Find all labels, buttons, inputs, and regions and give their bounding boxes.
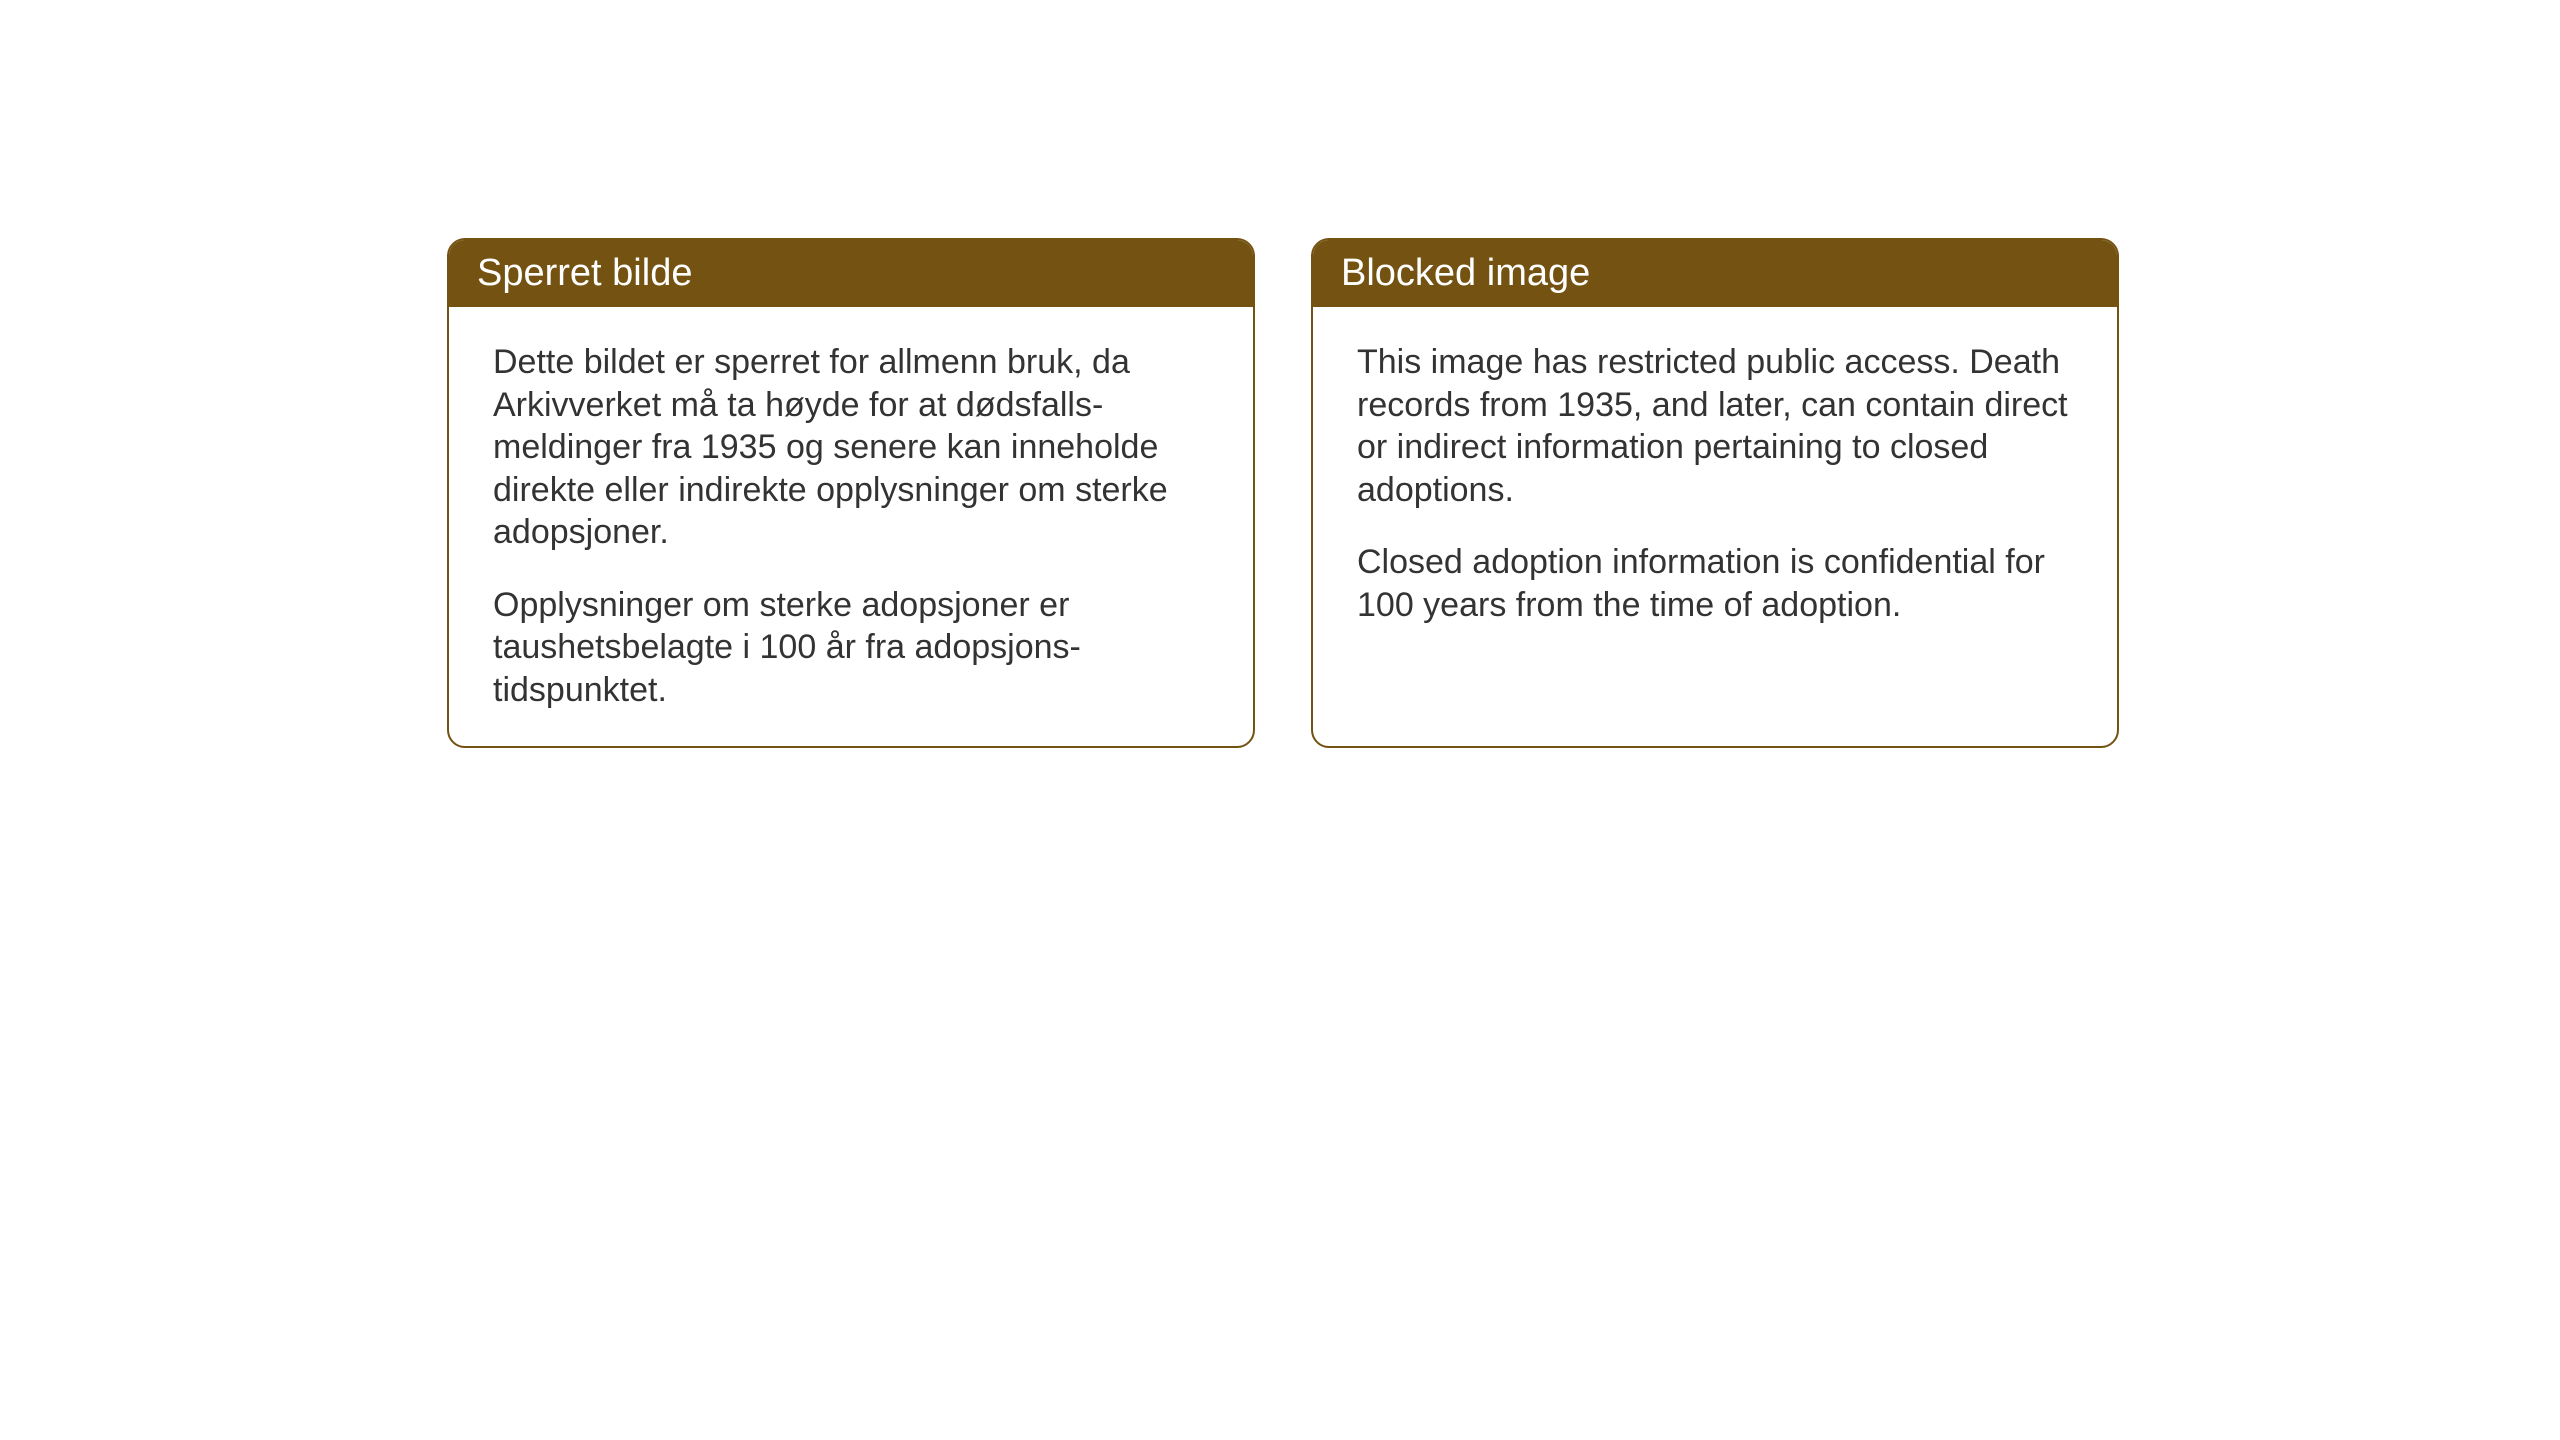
norwegian-paragraph-1: Dette bildet er sperret for allmenn bruk…: [493, 341, 1209, 554]
english-paragraph-2: Closed adoption information is confident…: [1357, 541, 2073, 626]
english-card-title: Blocked image: [1313, 240, 2117, 307]
norwegian-notice-card: Sperret bilde Dette bildet er sperret fo…: [447, 238, 1255, 748]
english-card-body: This image has restricted public access.…: [1313, 307, 2117, 660]
norwegian-card-body: Dette bildet er sperret for allmenn bruk…: [449, 307, 1253, 745]
english-notice-card: Blocked image This image has restricted …: [1311, 238, 2119, 748]
english-paragraph-1: This image has restricted public access.…: [1357, 341, 2073, 511]
norwegian-card-title: Sperret bilde: [449, 240, 1253, 307]
notice-cards-container: Sperret bilde Dette bildet er sperret fo…: [447, 238, 2119, 748]
norwegian-paragraph-2: Opplysninger om sterke adopsjoner er tau…: [493, 584, 1209, 712]
